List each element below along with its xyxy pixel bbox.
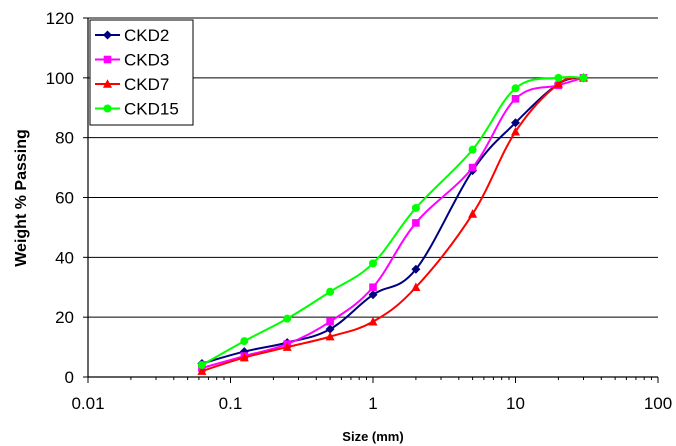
data-point-ckd3 <box>468 163 477 172</box>
legend-label: CKD2 <box>124 26 169 45</box>
data-point-ckd2 <box>511 118 520 128</box>
y-axis-title: Weight % Passing <box>13 129 30 267</box>
legend-item-ckd3: CKD3 <box>95 51 169 70</box>
data-point-ckd3 <box>369 283 377 292</box>
data-point-ckd15 <box>240 337 249 346</box>
y-tick-label: 0 <box>65 368 74 387</box>
data-point-ckd3 <box>326 317 334 326</box>
legend-label: CKD3 <box>124 51 169 70</box>
data-point-ckd15 <box>579 73 588 82</box>
data-point-ckd15 <box>511 84 520 93</box>
x-tick-label: 0.1 <box>219 394 243 413</box>
data-point-ckd15 <box>369 259 377 268</box>
data-point-ckd7 <box>239 352 249 362</box>
legend-item-ckd15: CKD15 <box>95 100 179 119</box>
axis-ticks: 0 20 40 60 80 100 120 0.01 0.1 1 10 100 <box>46 9 673 413</box>
data-point-ckd2 <box>325 324 335 334</box>
x-tick-label: 100 <box>644 394 672 413</box>
data-point-ckd15 <box>468 145 477 154</box>
y-tick-label: 120 <box>46 9 74 28</box>
y-tick-label: 60 <box>55 189 74 208</box>
legend-swatch-marker <box>103 55 112 64</box>
legend-label: CKD7 <box>124 75 169 94</box>
data-point-ckd3 <box>412 219 420 227</box>
data-point-ckd2 <box>411 264 421 274</box>
series-line-ckd15 <box>201 76 584 366</box>
data-point-ckd7 <box>368 316 378 326</box>
legend: CKD2 CKD3 CKD7 CKD15 <box>89 19 194 126</box>
gridlines <box>88 17 658 318</box>
legend-swatch-marker <box>103 30 112 40</box>
data-point-ckd3 <box>511 94 520 103</box>
data-point-ckd15 <box>554 73 563 82</box>
legend-swatch-marker <box>103 79 112 88</box>
data-point-ckd7 <box>325 331 335 341</box>
series-line-ckd2 <box>201 76 584 365</box>
y-tick-label: 20 <box>55 308 74 327</box>
legend-label: CKD15 <box>124 100 179 119</box>
legend-swatch-marker <box>103 104 112 113</box>
series-line-ckd3 <box>201 76 584 369</box>
data-point-ckd15 <box>411 203 420 212</box>
series-line-ckd7 <box>201 76 584 372</box>
x-tick-label: 0.01 <box>71 394 104 413</box>
y-tick-label: 100 <box>46 69 74 88</box>
data-point-ckd7 <box>468 209 478 218</box>
data-point-ckd7 <box>282 342 292 351</box>
data-point-ckd2 <box>368 290 378 300</box>
data-point-ckd15 <box>326 287 335 296</box>
x-tick-label: 1 <box>368 394 377 413</box>
data-point-ckd7 <box>197 366 207 375</box>
series-ckd15 <box>197 73 588 370</box>
data-point-ckd7 <box>553 79 563 88</box>
series-layer <box>197 73 588 375</box>
legend-item-ckd7: CKD7 <box>95 75 169 94</box>
x-tick-label: 10 <box>506 394 525 413</box>
y-tick-label: 80 <box>55 129 74 148</box>
legend-item-ckd2: CKD2 <box>95 26 169 45</box>
y-tick-label: 40 <box>55 248 74 267</box>
data-point-ckd7 <box>411 282 421 292</box>
data-point-ckd7 <box>511 126 520 136</box>
x-axis-title: Size (mm) <box>342 429 403 444</box>
data-point-ckd15 <box>197 361 206 370</box>
data-point-ckd15 <box>283 314 292 323</box>
